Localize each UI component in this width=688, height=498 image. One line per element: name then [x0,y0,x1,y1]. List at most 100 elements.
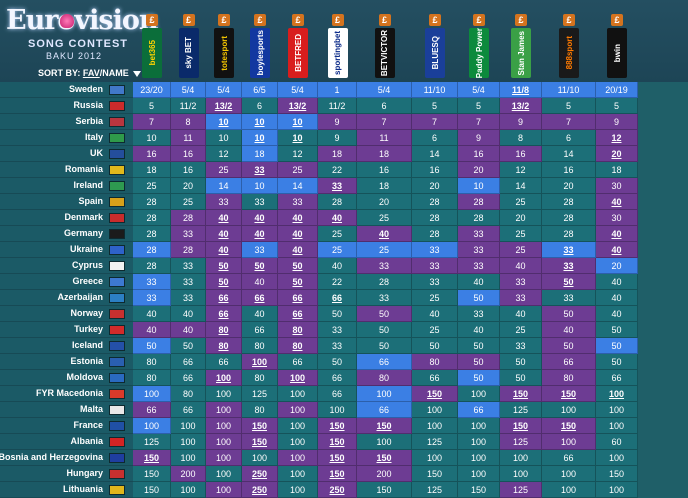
odds-cell[interactable]: 30 [596,210,638,226]
odds-cell[interactable]: 28 [171,210,206,226]
odds-cell[interactable]: 28 [133,210,171,226]
odds-cell[interactable]: 40 [596,274,638,290]
odds-cell[interactable]: 33 [458,226,500,242]
bookmaker-888sport[interactable]: £888sport [553,14,585,80]
odds-cell[interactable]: 18 [133,162,171,178]
odds-cell[interactable]: 12 [206,146,242,162]
odds-cell[interactable]: 150 [357,450,412,466]
odds-cell[interactable]: 66 [242,290,278,306]
odds-cell[interactable]: 10 [242,114,278,130]
odds-cell[interactable]: 66 [458,402,500,418]
odds-cell[interactable]: 66 [278,354,318,370]
odds-cell[interactable]: 5 [542,98,596,114]
odds-cell[interactable]: 66 [242,322,278,338]
odds-cell[interactable]: 40 [242,210,278,226]
odds-cell[interactable]: 150 [357,482,412,498]
odds-cell[interactable]: 150 [412,466,458,482]
odds-cell[interactable]: 50 [357,338,412,354]
odds-cell[interactable]: 6 [542,130,596,146]
odds-cell[interactable]: 100 [458,434,500,450]
odds-cell[interactable]: 80 [206,338,242,354]
odds-cell[interactable]: 25 [278,162,318,178]
odds-cell[interactable]: 40 [357,226,412,242]
odds-cell[interactable]: 40 [596,194,638,210]
odds-cell[interactable]: 80 [206,322,242,338]
odds-cell[interactable]: 9 [458,130,500,146]
odds-cell[interactable]: 66 [206,354,242,370]
odds-cell[interactable]: 25 [357,210,412,226]
odds-cell[interactable]: 25 [412,322,458,338]
odds-cell[interactable]: 10 [278,130,318,146]
odds-cell[interactable]: 100 [206,418,242,434]
odds-cell[interactable]: 33 [242,194,278,210]
odds-cell[interactable]: 100 [171,450,206,466]
odds-cell[interactable]: 100 [206,402,242,418]
odds-cell[interactable]: 33 [542,258,596,274]
odds-cell[interactable]: 25 [133,178,171,194]
odds-cell[interactable]: 13/2 [500,98,542,114]
odds-cell[interactable]: 33 [171,226,206,242]
sort-arrow-icon[interactable] [133,70,142,77]
odds-cell[interactable]: 66 [171,354,206,370]
odds-cell[interactable]: 16 [171,146,206,162]
odds-cell[interactable]: 12 [278,146,318,162]
bookmaker-bwin[interactable]: £ bwin [601,14,633,80]
bookmaker-paddy-power[interactable]: £ Paddy Power [463,14,495,80]
odds-cell[interactable]: 80 [242,370,278,386]
odds-cell[interactable]: 20 [542,178,596,194]
odds-cell[interactable]: 6 [412,130,458,146]
odds-cell[interactable]: 23/20 [133,82,171,98]
odds-cell[interactable]: 25 [500,242,542,258]
odds-cell[interactable]: 40 [242,274,278,290]
odds-cell[interactable]: 100 [278,450,318,466]
odds-cell[interactable]: 14 [412,146,458,162]
odds-cell[interactable]: 66 [318,386,357,402]
odds-cell[interactable]: 11/8 [500,82,542,98]
odds-cell[interactable]: 100 [596,386,638,402]
odds-cell[interactable]: 150 [542,386,596,402]
odds-cell[interactable]: 33 [278,194,318,210]
bookmaker-sportingbet[interactable]: £ sportingbet [322,14,354,80]
odds-cell[interactable]: 40 [206,210,242,226]
odds-cell[interactable]: 50 [596,322,638,338]
odds-cell[interactable]: 150 [133,466,171,482]
odds-cell[interactable]: 10 [458,178,500,194]
odds-cell[interactable]: 20 [412,178,458,194]
odds-cell[interactable]: 11 [357,130,412,146]
odds-cell[interactable]: 40 [542,322,596,338]
odds-cell[interactable]: 150 [318,450,357,466]
odds-cell[interactable]: 50 [133,338,171,354]
odds-cell[interactable]: 100 [242,354,278,370]
bookmaker-stan-james[interactable]: £ Stan James [505,14,537,80]
sort-fav-link[interactable]: FAV [82,68,100,78]
odds-cell[interactable]: 100 [206,482,242,498]
odds-cell[interactable]: 100 [206,370,242,386]
odds-cell[interactable]: 16 [412,162,458,178]
odds-cell[interactable]: 50 [318,306,357,322]
odds-cell[interactable]: 150 [242,434,278,450]
odds-cell[interactable]: 25 [318,242,357,258]
odds-cell[interactable]: 40 [318,258,357,274]
odds-cell[interactable]: 18 [242,146,278,162]
odds-cell[interactable]: 150 [500,418,542,434]
odds-cell[interactable]: 25 [171,194,206,210]
odds-cell[interactable]: 40 [318,210,357,226]
odds-cell[interactable]: 80 [278,338,318,354]
odds-cell[interactable]: 100 [412,402,458,418]
odds-cell[interactable]: 50 [458,370,500,386]
odds-cell[interactable]: 25 [500,226,542,242]
odds-cell[interactable]: 150 [596,466,638,482]
odds-cell[interactable]: 9 [318,114,357,130]
odds-cell[interactable]: 100 [171,482,206,498]
odds-cell[interactable]: 100 [278,370,318,386]
odds-cell[interactable]: 16 [542,162,596,178]
odds-cell[interactable]: 100 [596,402,638,418]
odds-cell[interactable]: 5/4 [171,82,206,98]
odds-cell[interactable]: 200 [171,466,206,482]
odds-cell[interactable]: 13/2 [206,98,242,114]
odds-cell[interactable]: 33 [412,242,458,258]
odds-cell[interactable]: 100 [278,482,318,498]
odds-cell[interactable]: 10 [242,178,278,194]
odds-cell[interactable]: 18 [318,146,357,162]
odds-cell[interactable]: 66 [278,306,318,322]
